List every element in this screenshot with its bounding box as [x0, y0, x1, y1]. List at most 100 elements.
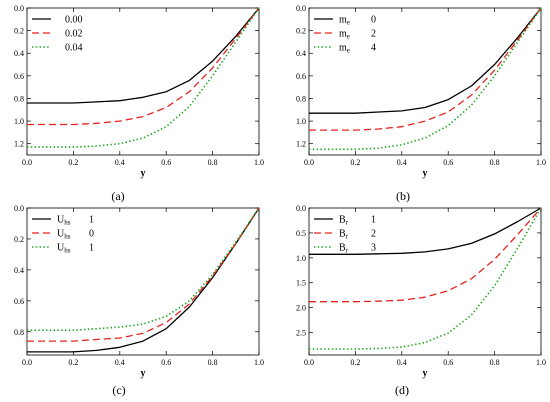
legend-value: 2 — [371, 29, 376, 40]
legend-label-subscript: r — [346, 233, 349, 241]
x-tick-label: 1.0 — [536, 358, 546, 367]
x-tick-label: 0.0 — [22, 158, 32, 167]
x-tick-label: 0.0 — [304, 158, 314, 167]
x-tick-label: 0.2 — [68, 158, 78, 167]
legend-value: 0 — [89, 229, 94, 240]
legend-value: 2 — [371, 229, 376, 240]
x-tick-label: 0.2 — [350, 158, 360, 167]
plot-frame — [26, 7, 260, 156]
plot-frame — [26, 207, 260, 356]
x-tick-label: 0.8 — [490, 358, 500, 367]
y-tick-label: 0.0 — [296, 204, 306, 213]
y-tick-label: 0.2 — [14, 27, 24, 36]
x-tick-label: 0.4 — [397, 358, 407, 367]
y-tick-label: 0.4 — [14, 49, 24, 58]
x-tick-label: 0.8 — [208, 158, 218, 167]
y-tick-label: 0.8 — [14, 94, 24, 103]
series-line — [309, 207, 542, 255]
y-tick-label: 0.4 — [296, 49, 306, 58]
legend-value: 0.00 — [65, 15, 83, 26]
x-tick-label: 0.0 — [22, 358, 32, 367]
x-axis-label: y — [423, 168, 428, 179]
chart-panel: 0.0 0.2 0.4 0.6 0.8 1.0 0.0 0.2 0.4 0.6 0.8 1.0 1.2 y… — [296, 4, 546, 203]
legend-label: Uhs — [57, 229, 71, 241]
series-line — [27, 207, 260, 342]
legend-label-subscript: e — [347, 33, 350, 41]
legend-label-subscript: e — [347, 19, 350, 27]
chart-panel: 0.0 0.2 0.4 0.6 0.8 1.0 0.0 0.2 0.4 0.6 0.8 1.0 1.2 y… — [14, 4, 264, 203]
x-axis-label: y — [141, 168, 146, 179]
legend-label-subscript: hs — [64, 233, 71, 241]
y-tick-label: 0.2 — [296, 27, 306, 36]
series-line — [309, 207, 542, 350]
legend-label-subscript: e — [347, 47, 350, 55]
panel-caption: (d) — [395, 383, 409, 397]
legend-label: Br — [339, 215, 349, 227]
y-tick-label: 0.5 — [296, 229, 306, 238]
y-tick-label: 0.8 — [14, 328, 24, 337]
chart-panel: 0.0 0.2 0.4 0.6 0.8 1.0 0.0 0.2 0.4 0.6 0.8 y Uhs 1 Uh… — [14, 204, 264, 397]
x-tick-label: 0.2 — [350, 358, 360, 367]
y-tick-label: 0.0 — [296, 4, 306, 13]
panel-caption: (c) — [112, 383, 125, 397]
y-tick-label: 1.2 — [14, 140, 24, 149]
y-tick-label: 1.0 — [14, 117, 24, 126]
panel-caption: (b) — [396, 189, 410, 203]
x-tick-label: 0.6 — [443, 358, 453, 367]
x-tick-label: 0.4 — [115, 358, 125, 367]
x-tick-label: 1.0 — [254, 358, 264, 367]
series-line — [309, 7, 542, 151]
x-tick-label: 0.8 — [208, 358, 218, 367]
chart-panel: 0.0 0.2 0.4 0.6 0.8 1.0 0.0 0.5 1.0 1.5 2.0 2.5 y Br 1… — [296, 204, 546, 397]
y-tick-label: 2.5 — [296, 329, 306, 338]
legend-label: Br — [339, 229, 349, 241]
legend-label: me — [339, 43, 350, 55]
series-line — [309, 7, 542, 131]
y-tick-label: 0.4 — [14, 266, 24, 275]
plot-frame — [308, 207, 542, 356]
y-tick-label: 0.0 — [14, 4, 24, 13]
legend-label: me — [339, 29, 350, 41]
legend-value: 0 — [371, 15, 376, 26]
legend-label-subscript: r — [346, 219, 349, 227]
series-line — [27, 7, 260, 104]
y-tick-label: 0.2 — [14, 235, 24, 244]
legend-value: 4 — [371, 43, 376, 54]
y-tick-label: 0.6 — [14, 72, 24, 81]
x-axis-label: y — [141, 368, 146, 379]
y-tick-label: 0.6 — [14, 297, 24, 306]
legend-label-subscript: hs — [64, 247, 71, 255]
y-tick-label: 1.0 — [296, 117, 306, 126]
x-tick-label: 1.0 — [254, 158, 264, 167]
x-tick-label: 0.6 — [161, 358, 171, 367]
y-tick-label: 1.5 — [296, 279, 306, 288]
series-line — [27, 207, 260, 332]
legend-label-subscript: hs — [64, 219, 71, 227]
series-line — [309, 7, 542, 114]
plot-frame — [308, 7, 542, 156]
legend-value: 1 — [89, 243, 94, 254]
y-tick-label: 0.8 — [296, 94, 306, 103]
legend-value: 1 — [371, 215, 376, 226]
x-tick-label: 0.2 — [68, 358, 78, 367]
x-tick-label: 0.4 — [397, 158, 407, 167]
legend-value: 1 — [89, 215, 94, 226]
legend-value: 0.04 — [65, 43, 83, 54]
y-tick-label: 2.0 — [296, 304, 306, 313]
x-tick-label: 0.4 — [115, 158, 125, 167]
legend-label: Br — [339, 243, 349, 255]
legend-value: 3 — [371, 243, 376, 254]
x-axis-label: y — [423, 368, 428, 379]
y-tick-label: 1.2 — [296, 140, 306, 149]
legend-label-subscript: r — [346, 247, 349, 255]
panel-caption: (a) — [111, 189, 124, 203]
series-line — [27, 7, 260, 148]
legend-value: 0.02 — [65, 29, 83, 40]
y-tick-label: 0.0 — [14, 204, 24, 213]
legend-label: Uhs — [57, 243, 71, 255]
x-tick-label: 1.0 — [536, 158, 546, 167]
x-tick-label: 0.6 — [161, 158, 171, 167]
y-tick-label: 0.6 — [296, 72, 306, 81]
legend-label: me — [339, 15, 350, 27]
x-tick-label: 0.8 — [490, 158, 500, 167]
